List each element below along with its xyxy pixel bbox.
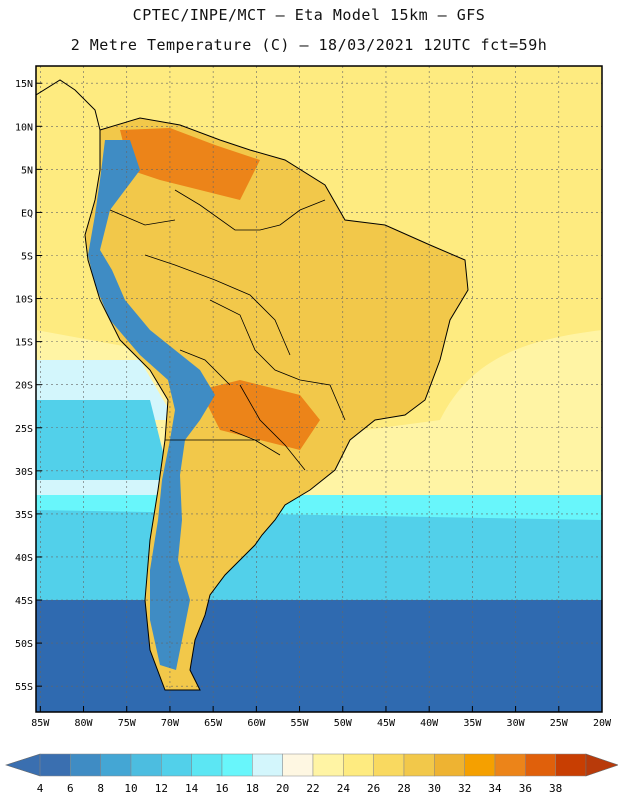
colorbar-label: 18 xyxy=(246,782,259,795)
lat-label: 40S xyxy=(15,553,33,564)
lon-label: 35W xyxy=(463,718,482,729)
colorbar-swatch xyxy=(191,753,223,777)
colorbar-swatch xyxy=(403,753,435,777)
colorbar-label: 12 xyxy=(155,782,168,795)
colorbar-label: 38 xyxy=(549,782,562,795)
lat-label: 25S xyxy=(15,424,33,435)
lat-label: 20S xyxy=(15,381,33,392)
lat-label: 5N xyxy=(21,165,33,176)
colorbar-label: 10 xyxy=(124,782,137,795)
lon-label: 20W xyxy=(593,718,612,729)
map-title-line1: CPTEC/INPE/MCT – Eta Model 15km – GFS xyxy=(132,6,486,24)
andes-cold-region xyxy=(88,140,215,670)
colorbar-label: 14 xyxy=(185,782,199,795)
graticule xyxy=(36,66,602,712)
cold-sea-region xyxy=(36,600,602,712)
lat-label: 5S xyxy=(21,251,33,262)
cool-sea-band xyxy=(36,510,602,600)
colorbar-label: 34 xyxy=(488,782,502,795)
lat-label: 10S xyxy=(15,295,33,306)
lon-label: 65W xyxy=(204,718,223,729)
colorbar-swatch xyxy=(252,753,283,777)
lat-label: EQ xyxy=(21,208,33,219)
lon-label: 30W xyxy=(507,718,526,729)
lon-label: 70W xyxy=(161,718,180,729)
cool-sea-region xyxy=(36,400,170,480)
lon-label: 50W xyxy=(334,718,353,729)
lat-label: 15N xyxy=(15,79,33,90)
lon-label: 55W xyxy=(291,718,310,729)
colorbar-swatch xyxy=(130,753,162,777)
coastline xyxy=(36,79,469,691)
colorbar-swatch xyxy=(555,753,587,777)
map-title-line2: 2 Metre Temperature (C) – 18/03/2021 12U… xyxy=(70,36,548,54)
latitude-labels: 15N 10N 5N EQ 5S 10S 15S 20S 25S 30S 35S 40S 45S 50S 5… xyxy=(15,79,42,693)
colorbar-swatch xyxy=(39,753,71,777)
map-frame xyxy=(35,65,603,713)
lat-label: 10N xyxy=(15,122,33,133)
colorbar-label: 36 xyxy=(519,782,532,795)
hot-interior-region xyxy=(120,128,320,450)
colorbar-swatch xyxy=(221,753,253,777)
colorbar-swatch xyxy=(373,753,405,777)
colorbar-swatch xyxy=(525,753,556,777)
lon-label: 45W xyxy=(377,718,396,729)
colorbar-swatch xyxy=(282,753,314,777)
lat-label: 15S xyxy=(15,338,33,349)
lon-label: 80W xyxy=(74,718,93,729)
colorbar-swatch xyxy=(161,753,192,777)
country-borders xyxy=(109,189,346,471)
colorbar-label: 6 xyxy=(67,782,74,795)
lat-label: 45S xyxy=(15,596,33,607)
colorbar: 4 6 8 10 12 14 16 18 20 22 24 26 28 30 32 34 36 38 xyxy=(5,753,618,795)
colorbar-swatch xyxy=(70,753,101,777)
colorbar-swatch xyxy=(343,753,374,777)
colorbar-low-arrow xyxy=(5,753,41,777)
lon-label: 60W xyxy=(247,718,266,729)
lat-label: 55S xyxy=(15,682,33,693)
lat-label: 35S xyxy=(15,510,33,521)
lon-label: 25W xyxy=(550,718,569,729)
lat-label: 50S xyxy=(15,639,33,650)
colorbar-swatch xyxy=(434,753,465,777)
lon-label: 40W xyxy=(420,718,439,729)
colorbar-swatch xyxy=(312,753,344,777)
colorbar-label: 4 xyxy=(37,782,44,795)
colorbar-label: 26 xyxy=(367,782,380,795)
colorbar-label: 22 xyxy=(306,782,319,795)
colorbar-label: 30 xyxy=(428,782,441,795)
map-field xyxy=(36,66,602,712)
colorbar-high-arrow xyxy=(585,753,618,777)
colorbar-label: 16 xyxy=(215,782,228,795)
colorbar-label: 28 xyxy=(397,782,410,795)
colorbar-label: 20 xyxy=(276,782,289,795)
lon-label: 75W xyxy=(118,718,137,729)
lon-label: 85W xyxy=(31,718,50,729)
colorbar-swatch xyxy=(464,753,496,777)
longitude-labels: 85W 80W 75W 70W 65W 60W 55W 50W 45W 40W 35W 30W 25W 2… xyxy=(31,706,612,729)
colorbar-label: 24 xyxy=(337,782,351,795)
lat-label: 30S xyxy=(15,467,33,478)
colorbar-label: 8 xyxy=(97,782,104,795)
colorbar-label: 32 xyxy=(458,782,471,795)
colorbar-swatch xyxy=(100,753,132,777)
colorbar-swatch xyxy=(494,753,526,777)
